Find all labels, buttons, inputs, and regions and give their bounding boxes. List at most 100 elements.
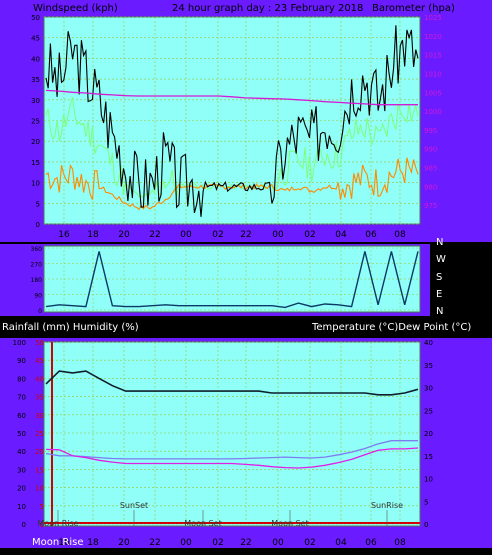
humidity-tick-label: 80 [17,375,26,383]
temp-series [45,370,419,469]
windspeed-tick-label: 0 [36,221,40,229]
wind-direction-line [45,251,419,309]
temperature-tick-label: 0 [424,521,428,529]
wind-time-tick-label: 04 [335,230,347,240]
barometer-tick-label: 1025 [424,14,442,22]
astro-annotation-label: Moon Rise [37,519,78,528]
rain-tick-label: 10 [35,485,44,493]
compass-label: N [436,237,443,248]
direction-ticks: 0 90 180 270 360 [31,246,43,315]
chart-title: 24 hour graph day : 23 February 2018 [172,3,363,14]
wind-time-tick-label: 20 [118,230,130,240]
astro-annotation-label: SunSet [120,501,148,510]
rain-tick-label: 0 [40,521,44,529]
temperature-tick-label: 20 [424,430,433,438]
direction-tick-label: 180 [31,277,43,284]
astro-annotation-label: Moon Set [271,519,308,528]
temp-plot-area [43,341,421,527]
temp-time-tick-label: 16 [58,538,70,548]
windspeed-tick-label: 5 [36,200,40,208]
temperature-tick-label: 15 [424,453,433,461]
humidity-tick-label: 0 [22,521,26,529]
humidity-tick-label: 20 [17,485,26,493]
windspeed-tick-label: 45 [31,35,40,43]
compass-label: W [436,254,446,265]
rain-tick-label: 35 [35,394,44,402]
rain-tick-label: 50 [35,339,44,347]
barometer-tick-label: 995 [424,127,437,135]
gust-wind-line [45,25,419,217]
wind-time-ticks: 16 18 20 22 00 02 22 00 02 04 06 08 [58,230,406,240]
barometer-line [45,89,418,106]
windspeed-tick-label: 20 [31,138,40,146]
humidity-tick-label: 10 [17,503,26,511]
rain-tick-label: 40 [35,375,44,383]
barometer-axis-title: Barometer (hpa) [372,3,455,14]
average-wind-line [45,157,419,211]
temp-time-tick-label: 06 [365,538,377,548]
humidity-tick-label: 100 [13,339,26,347]
humidity-tick-label: 60 [17,412,26,420]
humidity-tick-label: 50 [17,430,26,438]
barometer-tick-label: 1005 [424,89,442,97]
temperature-tick-label: 5 [424,498,428,506]
compass-label: N [436,306,443,317]
temperature-ticks: 0 5 10 15 20 25 30 35 40 [424,339,433,529]
temperature-line [45,440,418,460]
wind-time-tick-label: 08 [394,230,406,240]
windspeed-tick-label: 15 [31,159,40,167]
rain-ticks: 0 5 10 15 20 25 30 35 40 45 50 [35,339,44,529]
wind-time-tick-label: 02 [304,230,315,240]
astro-annotation-label: Moon Set [184,519,221,528]
windspeed-tick-label: 40 [31,55,40,63]
barometer-tick-label: 1020 [424,33,442,41]
wind-time-tick-label: 22 [149,230,160,240]
temp-time-tick-label: 00 [272,538,284,548]
humidity-tick-label: 40 [17,448,26,456]
windspeed-tick-label: 25 [31,118,40,126]
temp-time-tick-label: 00 [180,538,192,548]
windspeed-axis-title: Windspeed (kph) [33,3,118,14]
temp-dew-axis-title: Temperature (°C)Dew Point (°C) [311,322,471,333]
rain-tick-label: 15 [35,466,44,474]
windspeed-tick-label: 50 [31,14,40,22]
humidity-tick-label: 30 [17,466,26,474]
wind-time-tick-label: 16 [58,230,70,240]
windspeed-tick-label: 35 [31,76,40,84]
moon-rise-bottom-label: Moon Rise [32,537,83,548]
temp-time-ticks: 16 18 20 22 00 02 22 00 02 04 06 08 [58,538,406,548]
rain-tick-label: 5 [40,503,44,511]
wind-grid [44,16,420,225]
direction-tick-label: 90 [34,293,42,300]
direction-tick-label: 360 [31,246,43,253]
rain-humidity-axis-title: Rainfall (mm) Humidity (%) [2,322,139,333]
windspeed-ticks: 0 5 10 15 20 25 30 35 40 45 50 [31,14,40,229]
temperature-tick-label: 10 [424,476,433,484]
direction-series [45,251,419,309]
windspeed-tick-label: 30 [31,97,40,105]
direction-grid [44,246,420,312]
compass-label: S [436,272,442,283]
wind-time-tick-label: 00 [272,230,284,240]
rain-tick-label: 45 [35,357,44,365]
barometer-tick-label: 1000 [424,108,442,116]
direction-tick-label: 0 [38,308,42,315]
temp-time-tick-label: 02 [212,538,223,548]
humidity-ticks: 0 10 20 30 40 50 60 70 80 90 100 [13,339,26,529]
wind-band-line [45,97,419,199]
compass-label: E [436,289,442,300]
barometer-tick-label: 975 [424,202,437,210]
temp-time-tick-label: 18 [87,538,99,548]
wind-time-tick-label: 02 [212,230,223,240]
wind-time-tick-label: 06 [365,230,377,240]
temp-time-tick-label: 20 [118,538,130,548]
barometer-ticks: 975 980 985 990 995 1000 1005 1010 1015 1020 1025 [424,14,442,210]
barometer-tick-label: 1015 [424,52,442,60]
temperature-tick-label: 35 [424,362,433,370]
temperature-tick-label: 30 [424,385,433,393]
barometer-tick-label: 985 [424,165,437,173]
barometer-tick-label: 980 [424,183,437,191]
windspeed-tick-label: 10 [31,180,40,188]
